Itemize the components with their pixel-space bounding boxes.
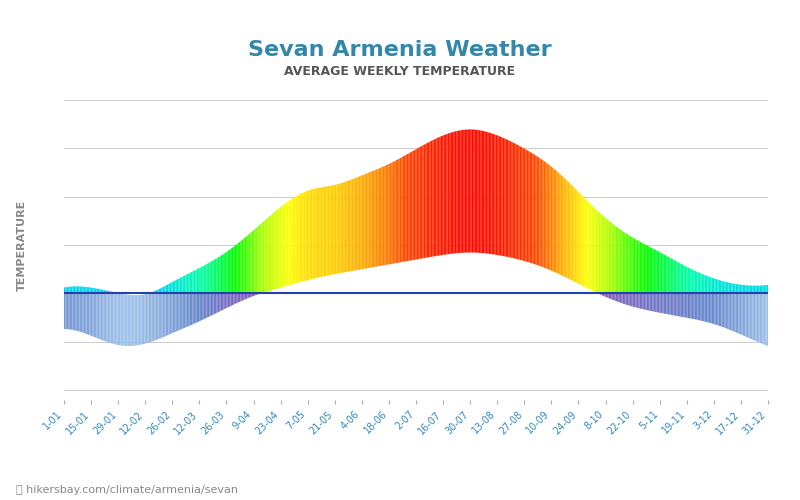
Text: Sevan Armenia Weather: Sevan Armenia Weather bbox=[248, 40, 552, 60]
Text: TEMPERATURE: TEMPERATURE bbox=[17, 200, 26, 290]
Text: AVERAGE WEEKLY TEMPERATURE: AVERAGE WEEKLY TEMPERATURE bbox=[285, 65, 515, 78]
Text: 🔶 hikersbay.com/climate/armenia/sevan: 🔶 hikersbay.com/climate/armenia/sevan bbox=[16, 485, 238, 495]
